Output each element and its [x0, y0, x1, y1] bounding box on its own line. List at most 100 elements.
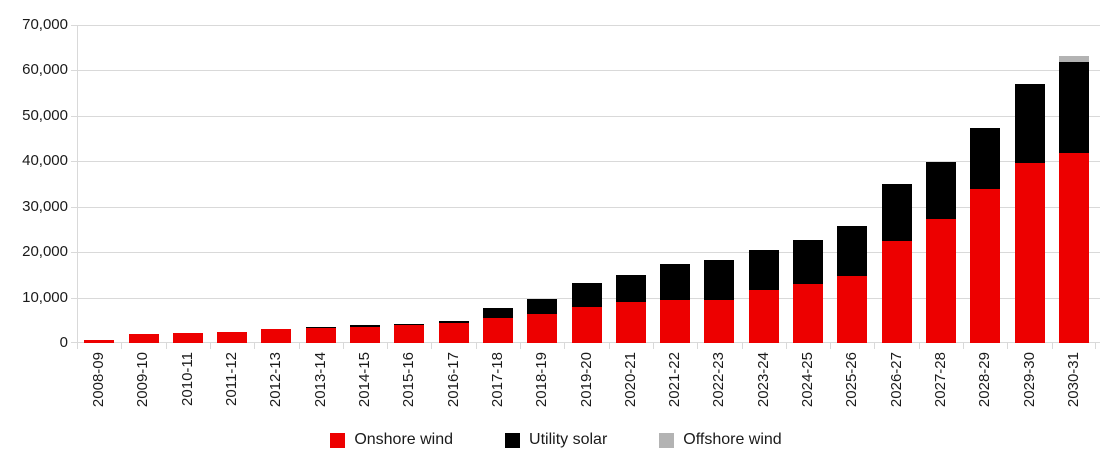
x-axis-tick-label: 2011-12: [223, 352, 240, 406]
x-axis-tick-label: 2024-25: [799, 352, 816, 408]
x-axis-tick: [653, 343, 654, 349]
x-axis-tick: [609, 343, 610, 349]
bar-segment-utility-solar: [438, 320, 469, 323]
legend-label: Onshore wind: [354, 431, 454, 448]
bar-segment-utility-solar: [704, 259, 735, 300]
bar-segment-utility-solar: [350, 325, 380, 328]
gridline: [71, 70, 1100, 71]
bar-segment-utility-solar: [1058, 61, 1089, 153]
legend-swatch: [659, 432, 675, 448]
bar-segment-onshore-wind: [350, 327, 380, 343]
x-axis-tick-label: 2009-10: [134, 352, 151, 408]
x-axis-tick: [299, 343, 300, 349]
x-axis-tick-label: 2023-24: [755, 352, 772, 408]
bar-segment-onshore-wind: [1058, 152, 1089, 343]
x-axis-tick: [343, 343, 344, 349]
x-axis-tick: [387, 343, 388, 349]
x-axis-tick-label: 2010-11: [179, 352, 196, 406]
gridline: [71, 161, 1100, 162]
x-axis-tick-label: 2025-26: [843, 352, 860, 408]
bar-segment-onshore-wind: [128, 334, 159, 343]
bar-segment-onshore-wind: [660, 300, 691, 343]
y-axis-tick-label: 0: [59, 334, 68, 351]
x-axis-tick: [1007, 343, 1008, 349]
y-axis-tick-label: 40,000: [22, 152, 68, 169]
x-axis-tick: [1052, 343, 1053, 349]
bar-segment-utility-solar: [527, 299, 558, 315]
bar-segment-onshore-wind: [970, 188, 1001, 343]
bar-segment-onshore-wind: [438, 322, 469, 343]
x-axis-tick: [77, 343, 78, 349]
x-axis-tick-label: 2026-27: [888, 352, 905, 408]
legend-item-offshore-wind: Offshore wind: [659, 431, 782, 449]
x-axis-tick-label: 2028-29: [976, 352, 993, 408]
x-axis-tick-label: 2012-13: [267, 352, 284, 408]
bar-segment-utility-solar: [748, 249, 779, 291]
x-axis-tick: [1095, 343, 1096, 349]
x-axis-tick: [564, 343, 565, 349]
x-axis-tick: [874, 343, 875, 349]
gridline: [71, 116, 1100, 117]
y-axis-tick-label: 30,000: [22, 198, 68, 215]
x-axis-tick-label: 2018-19: [533, 352, 550, 408]
x-axis-tick: [520, 343, 521, 349]
bar-segment-onshore-wind: [217, 331, 248, 343]
bar-segment-onshore-wind: [84, 340, 115, 343]
x-axis-tick: [963, 343, 964, 349]
bar-segment-utility-solar: [793, 240, 823, 285]
x-axis-tick-label: 2008-09: [90, 352, 107, 408]
x-axis-tick-label: 2014-15: [356, 352, 373, 408]
bar-segment-onshore-wind: [571, 307, 602, 343]
plot-area: [71, 25, 1100, 349]
bar-segment-onshore-wind: [615, 302, 646, 343]
legend-label: Offshore wind: [683, 431, 782, 448]
gridline: [71, 207, 1100, 208]
bar-segment-utility-solar: [615, 274, 646, 303]
x-axis-tick: [786, 343, 787, 349]
x-axis-tick-label: 2027-28: [932, 352, 949, 408]
bar-segment-utility-solar: [925, 162, 956, 220]
bar-segment-onshore-wind: [261, 328, 292, 343]
x-axis-tick-label: 2020-21: [622, 352, 639, 408]
x-axis-tick-label: 2019-20: [578, 352, 595, 408]
x-axis-tick-label: 2029-30: [1021, 352, 1038, 408]
legend-swatch: [505, 432, 521, 448]
x-axis-tick: [919, 343, 920, 349]
gridline: [71, 252, 1100, 253]
x-axis-tick-label: 2030-31: [1065, 352, 1082, 408]
bar-segment-utility-solar: [394, 323, 425, 326]
x-axis-tick-label: 2021-22: [666, 352, 683, 408]
bar-segment-onshore-wind: [793, 284, 823, 343]
x-axis-tick: [830, 343, 831, 349]
x-axis-tick-label: 2015-16: [400, 352, 417, 408]
bar-segment-onshore-wind: [837, 275, 868, 343]
bar-segment-onshore-wind: [881, 240, 912, 343]
y-axis-tick-label: 50,000: [22, 107, 68, 124]
x-axis-tick-label: 2016-17: [445, 352, 462, 408]
y-axis-line: [77, 25, 78, 349]
x-axis-tick: [254, 343, 255, 349]
bar-segment-onshore-wind: [394, 325, 425, 343]
bar-segment-onshore-wind: [172, 333, 203, 343]
bar-segment-onshore-wind: [704, 299, 735, 343]
x-axis-tick: [697, 343, 698, 349]
x-axis-tick: [166, 343, 167, 349]
bar-segment-onshore-wind: [482, 318, 513, 343]
gridline: [71, 25, 1100, 26]
bar-segment-utility-solar: [1014, 83, 1045, 163]
legend-swatch: [330, 432, 346, 448]
bar-segment-onshore-wind: [748, 290, 779, 343]
y-axis-tick-label: 20,000: [22, 243, 68, 260]
bar-segment-utility-solar: [881, 184, 912, 241]
bar-segment-onshore-wind: [305, 327, 336, 343]
bar-segment-utility-solar: [970, 127, 1001, 189]
bar-segment-utility-solar: [837, 226, 868, 276]
x-axis-tick: [742, 343, 743, 349]
y-axis-tick-label: 70,000: [22, 16, 68, 33]
x-axis-tick: [210, 343, 211, 349]
x-axis-tick: [476, 343, 477, 349]
y-axis-tick-label: 60,000: [22, 61, 68, 78]
x-axis-tick: [121, 343, 122, 349]
legend-label: Utility solar: [529, 431, 608, 448]
